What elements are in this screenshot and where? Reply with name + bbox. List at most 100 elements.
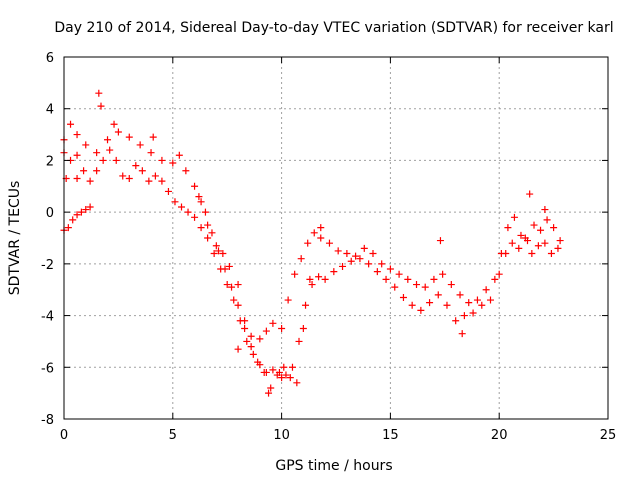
data-point-scattered-spikes bbox=[265, 389, 273, 397]
data-point-scattered-spikes bbox=[436, 237, 444, 245]
data-point-upper-track bbox=[456, 291, 464, 299]
data-point-low-track bbox=[267, 384, 275, 392]
data-point-middle-track bbox=[521, 234, 529, 242]
data-point-upper-track bbox=[504, 224, 512, 232]
y-axis-label: SDTVAR / TECUs bbox=[7, 181, 23, 296]
data-marks bbox=[60, 89, 564, 397]
data-point-upper-track bbox=[212, 242, 220, 250]
data-point-middle-track bbox=[80, 167, 88, 175]
data-point-middle-track bbox=[236, 317, 244, 325]
data-point-upper-track bbox=[473, 296, 481, 304]
x-tick-label: 25 bbox=[600, 428, 617, 443]
data-point-scattered-spikes bbox=[95, 89, 103, 97]
data-point-middle-track bbox=[478, 301, 486, 309]
x-tick-label: 20 bbox=[491, 428, 508, 443]
data-point-upper-track bbox=[278, 325, 286, 332]
data-point-middle-track bbox=[391, 283, 399, 291]
data-point-scattered-spikes bbox=[73, 175, 81, 183]
data-point-upper-track bbox=[537, 226, 545, 234]
data-point-middle-track bbox=[308, 281, 316, 289]
data-point-upper-track bbox=[197, 198, 205, 206]
data-point-low-track bbox=[299, 325, 307, 332]
data-point-middle-track bbox=[119, 172, 127, 180]
data-point-scattered-spikes bbox=[526, 190, 534, 198]
x-tick-label: 15 bbox=[382, 428, 399, 443]
data-point-middle-track bbox=[408, 301, 416, 309]
data-point-upper-track bbox=[284, 296, 292, 304]
data-point-upper-track bbox=[386, 265, 394, 273]
data-point-middle-track bbox=[178, 203, 186, 211]
data-point-upper-track bbox=[82, 141, 90, 149]
data-point-middle-track bbox=[339, 262, 347, 270]
data-point-middle-track bbox=[99, 156, 107, 164]
data-point-upper-track bbox=[325, 239, 333, 247]
data-point-middle-track bbox=[230, 296, 238, 304]
data-point-middle-track bbox=[86, 177, 94, 185]
data-point-middle-track bbox=[528, 250, 536, 258]
data-point-upper-track bbox=[182, 167, 190, 175]
data-point-low-track bbox=[234, 301, 242, 309]
data-point-upper-track bbox=[136, 141, 144, 149]
data-point-middle-track bbox=[495, 270, 503, 278]
data-point-upper-track bbox=[175, 151, 183, 159]
data-point-upper-track bbox=[352, 252, 360, 260]
data-point-middle-track bbox=[210, 250, 218, 258]
data-point-upper-track bbox=[395, 270, 403, 278]
data-point-scattered-spikes bbox=[110, 120, 118, 128]
data-point-upper-track bbox=[517, 231, 525, 239]
data-point-middle-track bbox=[460, 312, 468, 320]
data-point-upper-track bbox=[234, 281, 242, 289]
data-point-upper-track bbox=[556, 237, 564, 245]
data-point-middle-track bbox=[112, 156, 120, 164]
data-point-middle-track bbox=[151, 172, 159, 180]
data-point-upper-track bbox=[104, 136, 112, 144]
y-tick-label: 6 bbox=[46, 51, 54, 66]
y-tick-label: 0 bbox=[46, 206, 54, 221]
data-point-middle-track bbox=[73, 151, 81, 159]
data-point-upper-track bbox=[343, 250, 351, 258]
data-point-middle-track bbox=[502, 250, 510, 258]
data-point-morning-ramp bbox=[86, 203, 94, 211]
data-point-middle-track bbox=[223, 281, 231, 289]
data-point-low-track bbox=[286, 374, 294, 382]
grid bbox=[64, 57, 608, 419]
data-point-upper-track bbox=[543, 216, 551, 224]
data-point-upper-track bbox=[158, 156, 166, 164]
data-point-upper-track bbox=[447, 281, 455, 289]
data-point-middle-track bbox=[197, 224, 205, 232]
data-point-middle-track bbox=[191, 213, 199, 221]
data-point-upper-track bbox=[465, 299, 473, 307]
data-point-middle-track bbox=[93, 167, 101, 175]
data-point-middle-track bbox=[138, 167, 146, 175]
data-point-middle-track bbox=[365, 260, 373, 268]
data-point-low-track bbox=[273, 371, 281, 379]
data-point-low-track bbox=[293, 379, 301, 387]
data-point-low-track bbox=[306, 275, 314, 283]
data-point-upper-track bbox=[225, 262, 233, 270]
x-tick-label: 5 bbox=[169, 428, 177, 443]
data-point-upper-track bbox=[369, 250, 377, 258]
data-point-middle-track bbox=[204, 234, 212, 242]
data-point-low-track bbox=[260, 368, 268, 376]
data-point-middle-track bbox=[302, 301, 310, 309]
data-point-scattered-spikes bbox=[149, 133, 157, 141]
y-tick-label: -2 bbox=[41, 258, 54, 273]
data-point-scattered-spikes bbox=[97, 102, 105, 110]
x-tick-label: 10 bbox=[273, 428, 290, 443]
data-point-upper-track bbox=[291, 270, 299, 278]
data-point-low-track bbox=[241, 325, 249, 332]
data-point-morning-ramp bbox=[64, 224, 72, 232]
y-tick-label: 4 bbox=[46, 103, 54, 118]
data-point-upper-track bbox=[510, 213, 518, 221]
data-point-low-track bbox=[201, 208, 209, 216]
data-point-middle-track bbox=[399, 293, 407, 301]
data-point-middle-track bbox=[547, 250, 555, 258]
y-tick-label: 2 bbox=[46, 154, 54, 169]
data-point-middle-track bbox=[347, 257, 355, 265]
data-point-middle-track bbox=[443, 301, 451, 309]
data-point-upper-track bbox=[262, 327, 270, 335]
data-point-middle-track bbox=[382, 275, 390, 283]
data-point-upper-track bbox=[73, 131, 81, 139]
data-point-middle-track bbox=[295, 337, 303, 345]
